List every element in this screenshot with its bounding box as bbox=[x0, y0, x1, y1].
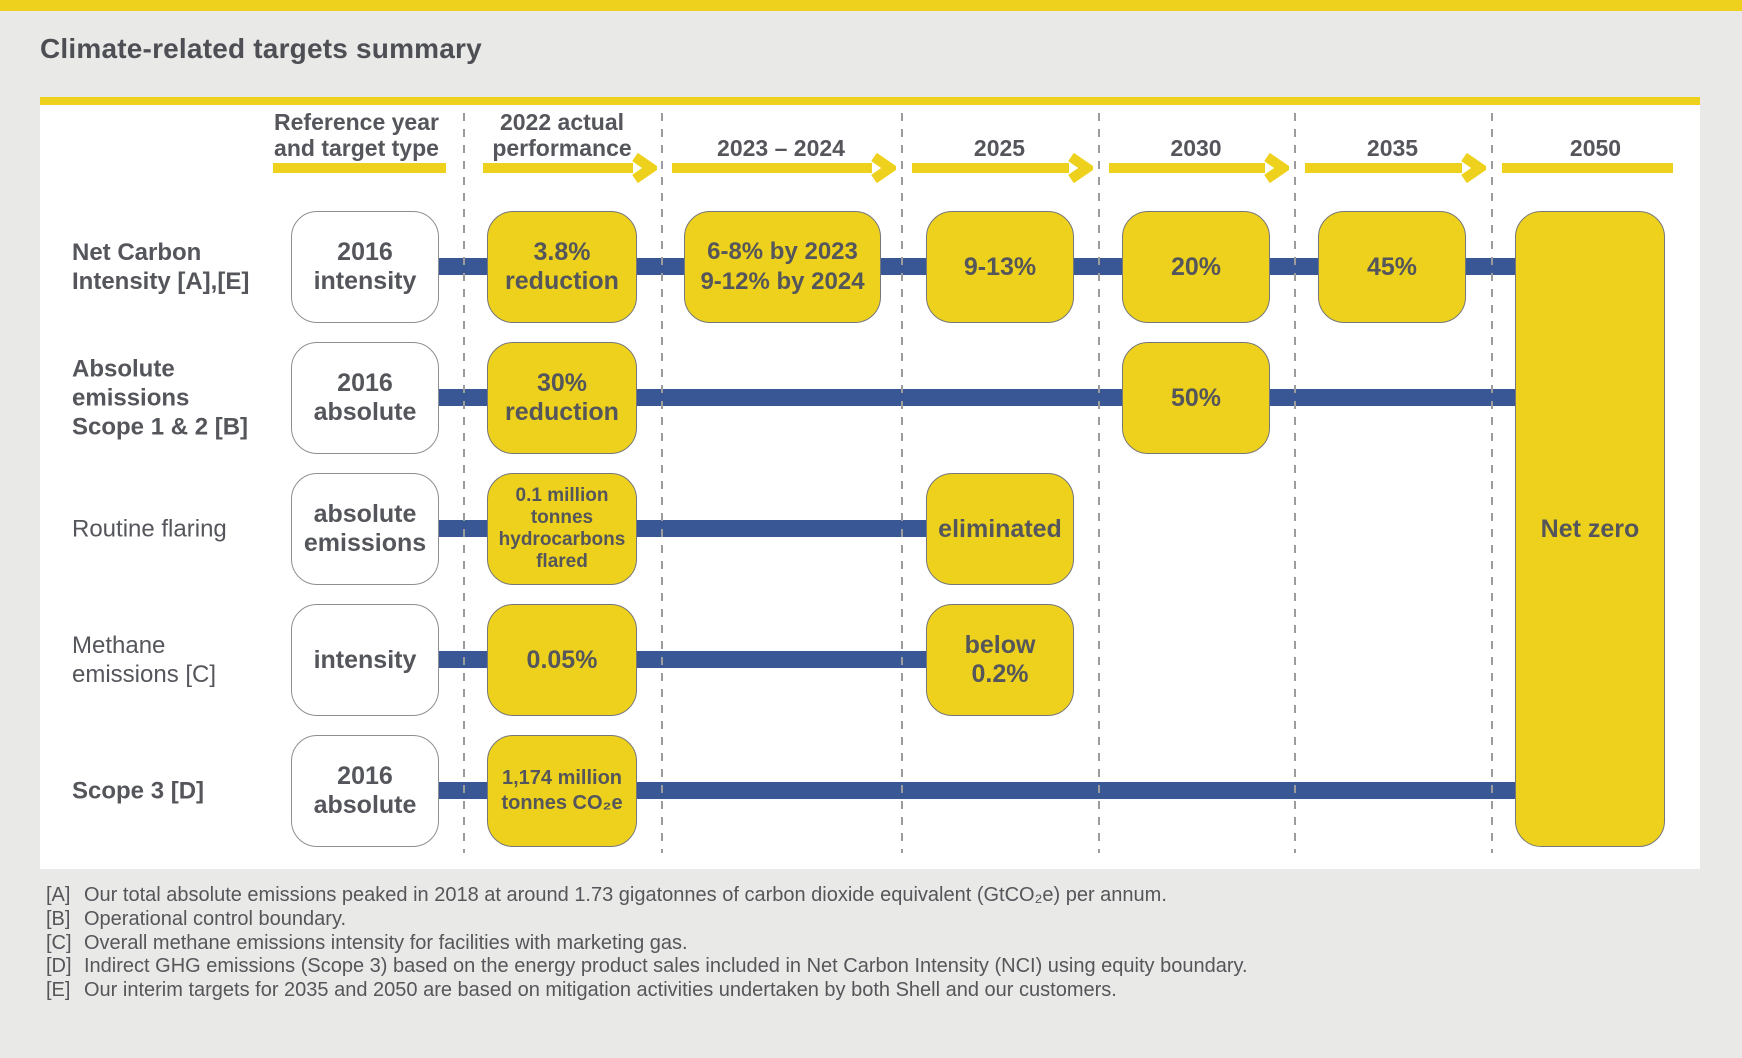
timeline-arrow-2035 bbox=[1305, 153, 1486, 183]
reference-box: 2016 absolute bbox=[291, 735, 439, 847]
page-title: Climate-related targets summary bbox=[40, 33, 482, 64]
target-box: 6-8% by 2023 9-12% by 2024 bbox=[684, 211, 881, 323]
column-divider bbox=[1098, 113, 1100, 853]
row-label-routine-flaring: Routine flaring bbox=[72, 515, 227, 543]
target-box: 45% bbox=[1318, 211, 1466, 323]
timeline-arrow-2025 bbox=[912, 153, 1093, 183]
target-box: 20% bbox=[1122, 211, 1270, 323]
timeline-arrow-2022 bbox=[483, 153, 657, 183]
timeline-bar-reference bbox=[273, 163, 446, 173]
reference-box: intensity bbox=[291, 604, 439, 716]
target-box: eliminated bbox=[926, 473, 1074, 585]
footnote-b: [B] Operational control boundary. bbox=[46, 908, 1248, 932]
footnote-d: [D] Indirect GHG emissions (Scope 3) bas… bbox=[46, 955, 1248, 979]
row-label-methane-emissions: Methane emissions [C] bbox=[72, 632, 217, 688]
column-divider bbox=[1294, 113, 1296, 853]
column-header-2030: 2030 bbox=[1170, 135, 1222, 161]
row-label-absolute-emissions: Absolute emissions Scope 1 & 2 [B] bbox=[72, 355, 249, 441]
column-divider bbox=[1491, 113, 1493, 853]
footnote-key: [C] bbox=[46, 931, 72, 954]
footnote-key: [B] bbox=[46, 907, 71, 930]
row-label-scope-3: Scope 3 [D] bbox=[72, 777, 205, 805]
footnote-text: Operational control boundary. bbox=[84, 907, 347, 930]
column-header-2023-2024: 2023 – 2024 bbox=[717, 135, 845, 161]
footnote-c: [C] Overall methane emissions intensity … bbox=[46, 932, 1248, 956]
target-box: 0.1 million tonnes hydrocarbons flared bbox=[487, 473, 637, 585]
target-box: 1,174 million tonnes CO₂e bbox=[487, 735, 637, 847]
column-header-2050: 2050 bbox=[1569, 135, 1622, 161]
footnote-e: [E] Our interim targets for 2035 and 205… bbox=[46, 979, 1248, 1003]
arrow-right-icon bbox=[1068, 153, 1093, 183]
column-divider bbox=[661, 113, 663, 853]
chart-top-rule bbox=[40, 97, 1700, 105]
footnote-text: Overall methane emissions intensity for … bbox=[84, 931, 688, 954]
connector-scope-3 bbox=[410, 782, 1520, 799]
column-divider bbox=[901, 113, 903, 853]
target-box: 30% reduction bbox=[487, 342, 637, 454]
arrow-right-icon bbox=[1264, 153, 1289, 183]
reference-box: 2016 intensity bbox=[291, 211, 439, 323]
footnote-text: Indirect GHG emissions (Scope 3) based o… bbox=[84, 955, 1248, 978]
footnote-text: Our total absolute emissions peaked in 2… bbox=[84, 884, 1167, 906]
row-label-net-carbon-intensity: Net Carbon Intensity [A],[E] bbox=[72, 239, 250, 295]
target-box: 50% bbox=[1122, 342, 1270, 454]
reference-box: absolute emissions bbox=[291, 473, 439, 585]
column-header-2025: 2025 bbox=[973, 135, 1026, 161]
target-box: below 0.2% bbox=[926, 604, 1074, 716]
column-divider bbox=[463, 113, 465, 853]
target-box: 3.8% reduction bbox=[487, 211, 637, 323]
column-header-2035: 2035 bbox=[1366, 135, 1419, 161]
footnote-a: [A] Our total absolute emissions peaked … bbox=[46, 884, 1248, 908]
arrow-right-icon bbox=[632, 153, 657, 183]
top-accent-bar bbox=[0, 0, 1742, 11]
footnotes: [A] Our total absolute emissions peaked … bbox=[46, 884, 1248, 1003]
arrow-right-icon bbox=[871, 153, 896, 183]
column-header-reference: Reference year and target type bbox=[274, 109, 439, 161]
arrow-right-icon bbox=[1461, 153, 1486, 183]
reference-box: 2016 absolute bbox=[291, 342, 439, 454]
target-box: 0.05% bbox=[487, 604, 637, 716]
target-box: 9-13% bbox=[926, 211, 1074, 323]
net-zero-box: Net zero bbox=[1515, 211, 1665, 847]
timeline-arrow-2030 bbox=[1109, 153, 1289, 183]
footnote-key: [A] bbox=[46, 884, 71, 906]
targets-roadmap-diagram: Reference year and target type 2022 actu… bbox=[40, 97, 1700, 869]
timeline-bar-2050 bbox=[1502, 163, 1673, 173]
column-header-2022: 2022 actual performance bbox=[492, 109, 632, 161]
timeline-arrow-2023-2024 bbox=[672, 153, 896, 183]
footnote-key: [D] bbox=[46, 955, 72, 978]
footnote-text: Our interim targets for 2035 and 2050 ar… bbox=[84, 979, 1117, 1002]
footnote-key: [E] bbox=[46, 979, 71, 1002]
